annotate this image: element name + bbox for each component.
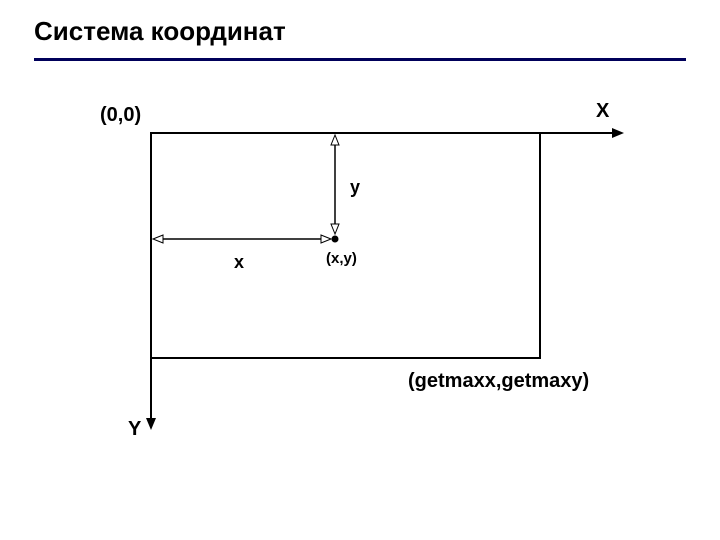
- x-coord-label: x: [234, 252, 244, 273]
- y-coord-label: y: [350, 177, 360, 198]
- point-label: (x,y): [326, 250, 357, 267]
- x-axis: [151, 128, 624, 138]
- origin-label: (0,0): [100, 104, 141, 127]
- x-axis-label: X: [596, 100, 609, 123]
- y-axis: [146, 133, 156, 430]
- point-marker: [332, 236, 339, 243]
- screen-rect: [151, 133, 540, 358]
- dim-x-arrow: [153, 235, 331, 243]
- coordinate-diagram: [0, 0, 720, 540]
- dim-y-arrow: [331, 135, 339, 234]
- y-axis-label: Y: [128, 418, 141, 441]
- maxpoint-label: (getmaxx,getmaxy): [408, 370, 589, 393]
